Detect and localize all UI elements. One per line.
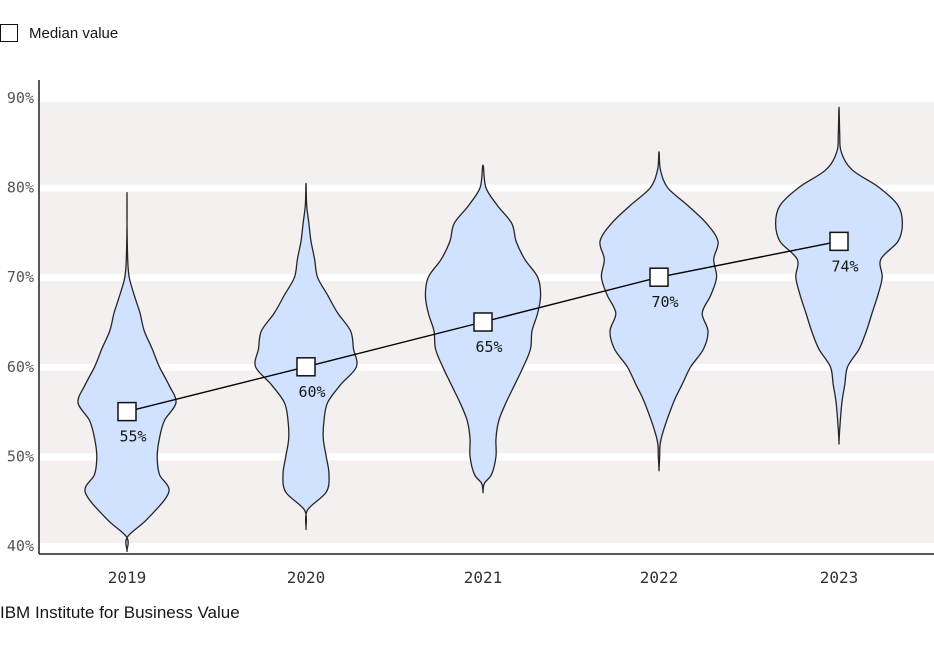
y-tick-label: 50% <box>7 447 34 465</box>
violin-2023 <box>774 106 904 445</box>
legend: Median value <box>0 24 118 42</box>
legend-label: Median value <box>29 24 119 42</box>
median-label: 55% <box>119 428 146 446</box>
median-marker <box>649 267 669 287</box>
violin-2022 <box>599 151 719 472</box>
y-tick-label: 80% <box>7 179 34 197</box>
median-label: 70% <box>651 293 678 311</box>
y-tick-label: 60% <box>7 358 34 376</box>
y-tick-label: 70% <box>7 268 34 286</box>
x-tick-label: 2019 <box>108 568 147 587</box>
source-label: IBM Institute for Business Value <box>0 603 240 622</box>
median-marker <box>296 357 316 377</box>
median-label: 60% <box>298 383 325 401</box>
x-tick-label: 2020 <box>287 568 326 587</box>
violin-chart: 40% 50% 60% 70% 80% 90% 2019 2020 2021 2022 2023 55… <box>7 80 934 587</box>
x-tick-label: 2022 <box>640 568 679 587</box>
median-label: 74% <box>831 257 858 275</box>
median-marker <box>117 401 137 422</box>
violin-2019 <box>77 192 177 553</box>
median-marker <box>829 231 849 252</box>
y-tick-label: 90% <box>7 89 34 107</box>
y-tick-label: 40% <box>7 537 34 555</box>
x-tick-label: 2023 <box>820 568 859 587</box>
median-label: 65% <box>475 338 502 356</box>
violin-2020 <box>254 182 358 531</box>
grid-band <box>40 102 934 185</box>
median-marker <box>473 312 493 332</box>
median-marker-swatch <box>0 24 18 42</box>
x-tick-label: 2021 <box>464 568 503 587</box>
